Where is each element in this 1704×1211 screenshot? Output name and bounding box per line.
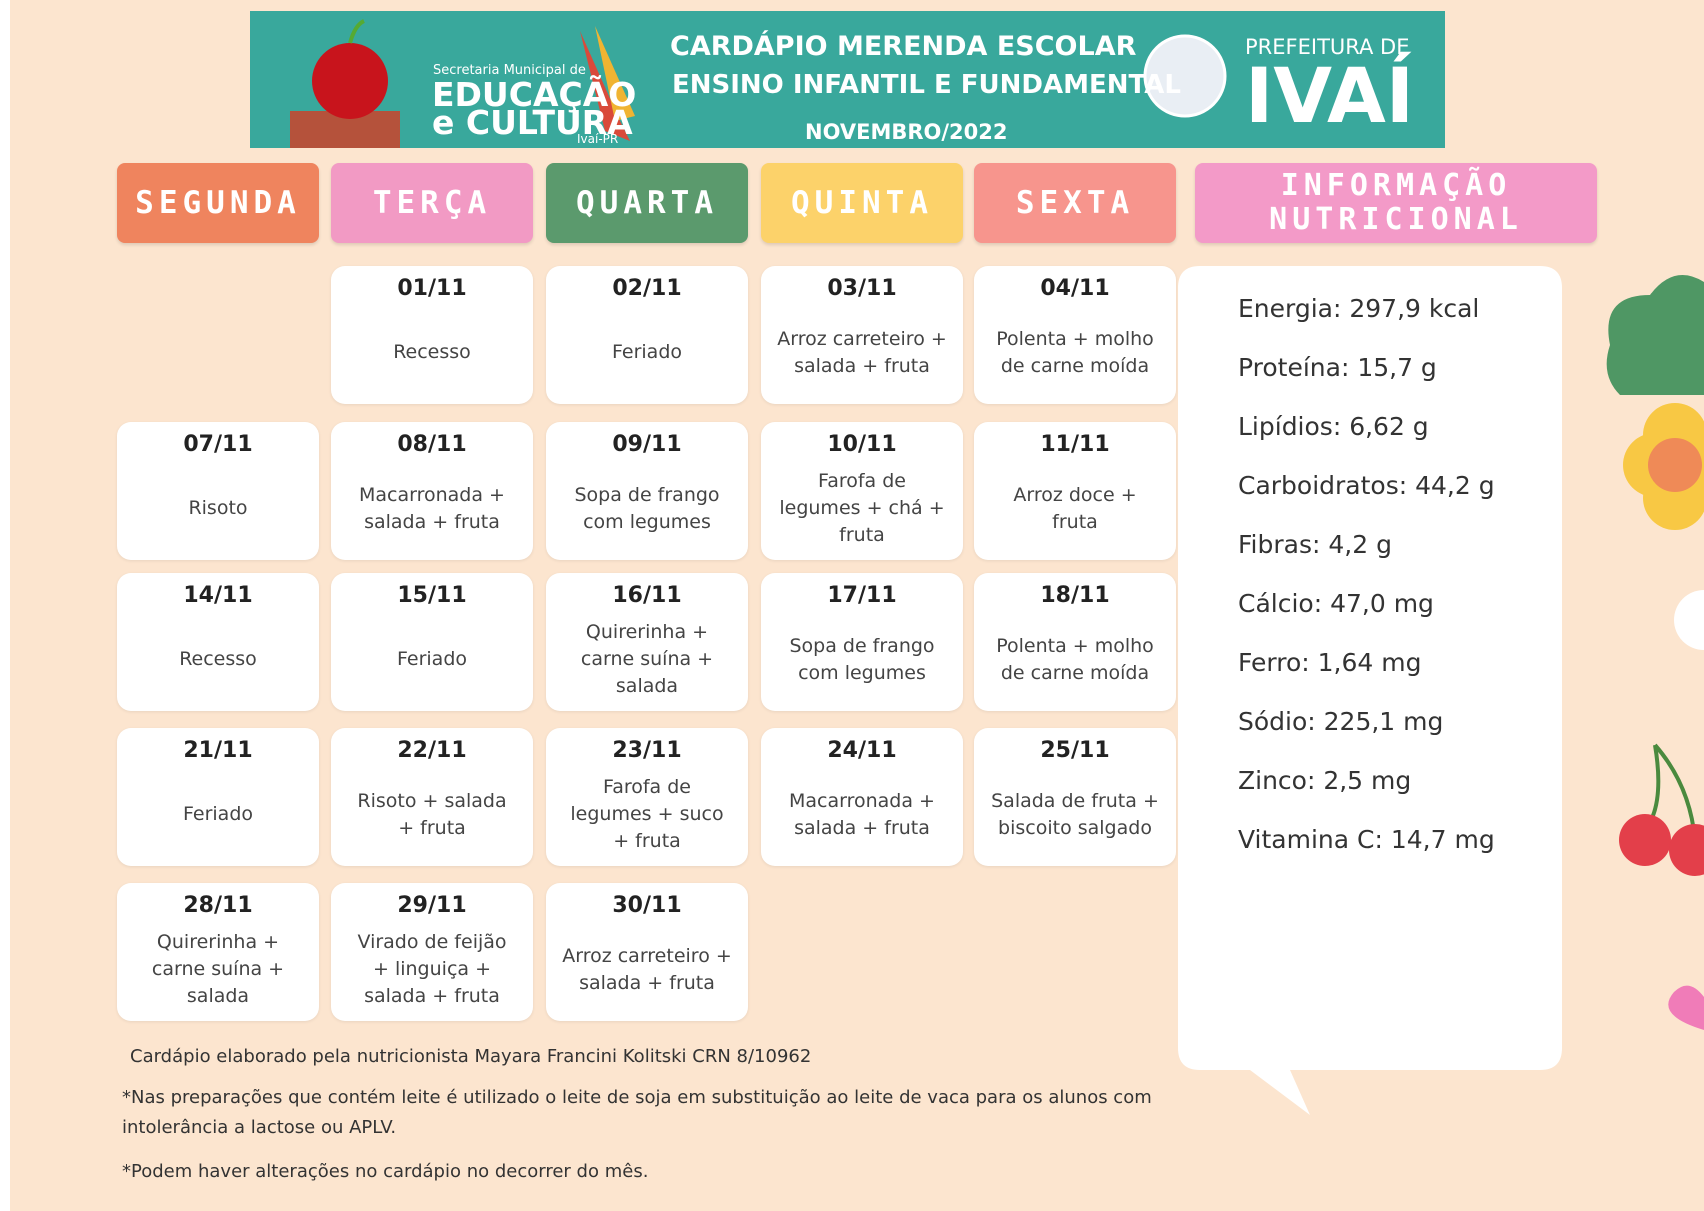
cell-menu: Risoto + salada + fruta xyxy=(357,789,507,839)
day-cell: 08/11 Macarronada + salada + fruta xyxy=(331,422,533,560)
cell-date: 30/11 xyxy=(612,893,682,918)
day-cell: 17/11 Sopa de frango com legumes xyxy=(761,573,963,711)
nutrition-item: Ferro: 1,64 mg xyxy=(1238,648,1422,677)
nutrition-item: Lipídios: 6,62 g xyxy=(1238,412,1429,441)
nutrition-item: Zinco: 2,5 mg xyxy=(1238,766,1412,795)
day-cell: 02/11 Feriado xyxy=(546,266,748,404)
cell-menu: Macarronada + salada + fruta xyxy=(789,789,935,839)
day-header: SEXTA xyxy=(974,163,1176,243)
cell-date: 22/11 xyxy=(397,738,467,763)
cell-date: 14/11 xyxy=(183,583,253,608)
day-cell: 24/11 Macarronada + salada + fruta xyxy=(761,728,963,866)
footer-note: Cardápio elaborado pela nutricionista Ma… xyxy=(130,1046,812,1067)
cell-menu: Macarronada + salada + fruta xyxy=(359,483,505,533)
day-cell: 14/11 Recesso xyxy=(117,573,319,711)
cell-date: 24/11 xyxy=(827,738,897,763)
cell-menu: Arroz doce + fruta xyxy=(1013,483,1137,533)
banner-cultura: e CULTURA xyxy=(432,103,633,142)
day-cell: 22/11 Risoto + salada + fruta xyxy=(331,728,533,866)
day-header: QUARTA xyxy=(546,163,748,243)
cell-date: 28/11 xyxy=(183,893,253,918)
footer-note: *Podem haver alterações no cardápio no d… xyxy=(122,1161,649,1182)
day-cell: 10/11 Farofa de legumes + chá + fruta xyxy=(761,422,963,560)
day-cell: 15/11 Feriado xyxy=(331,573,533,711)
day-cell: 18/11 Polenta + molho de carne moída xyxy=(974,573,1176,711)
day-header: QUINTA xyxy=(761,163,963,243)
banner-subtitle: ENSINO INFANTIL E FUNDAMENTAL xyxy=(672,70,1181,100)
cell-date: 29/11 xyxy=(397,893,467,918)
day-header: TERÇA xyxy=(331,163,533,243)
cell-date: 21/11 xyxy=(183,738,253,763)
banner: Secretaria Municipal de EDUCAÇÃO e CULTU… xyxy=(250,11,1445,148)
cell-date: 03/11 xyxy=(827,276,897,301)
cell-date: 15/11 xyxy=(397,583,467,608)
cell-menu: Sopa de frango com legumes xyxy=(789,634,935,684)
cell-menu: Feriado xyxy=(612,341,682,363)
cell-menu: Quirerinha + carne suína + salada xyxy=(580,621,714,697)
cell-date: 23/11 xyxy=(612,738,682,763)
cell-date: 02/11 xyxy=(612,276,682,301)
cell-date: 25/11 xyxy=(1040,738,1110,763)
cell-menu: Arroz carreteiro + salada + fruta xyxy=(562,944,732,994)
day-cell: 30/11 Arroz carreteiro + salada + fruta xyxy=(546,883,748,1021)
nutrition-item: Proteína: 15,7 g xyxy=(1238,353,1437,382)
day-cell: 11/11 Arroz doce + fruta xyxy=(974,422,1176,560)
banner-ivai: IVAÍ xyxy=(1245,51,1415,140)
banner-title: CARDÁPIO MERENDA ESCOLAR xyxy=(670,31,1137,62)
nutrition-item: Carboidratos: 44,2 g xyxy=(1238,471,1495,500)
day-cell: 04/11 Polenta + molho de carne moída xyxy=(974,266,1176,404)
day-cell: 09/11 Sopa de frango com legumes xyxy=(546,422,748,560)
cell-date: 08/11 xyxy=(397,432,467,457)
nutrition-item: Cálcio: 47,0 mg xyxy=(1238,589,1434,618)
day-cell: 29/11 Virado de feijão + linguiça + salad… xyxy=(331,883,533,1021)
cell-menu: Salada de fruta + biscoito salgado xyxy=(991,789,1159,839)
page: Secretaria Municipal de EDUCAÇÃO e CULTU… xyxy=(10,0,1704,1211)
banner-cidade: Ivaí-PR xyxy=(577,132,619,146)
nutrition-item: Fibras: 4,2 g xyxy=(1238,530,1392,559)
banner-educacao: EDUCAÇÃO xyxy=(432,75,637,114)
cell-date: 11/11 xyxy=(1040,432,1110,457)
cell-menu: Polenta + molho de carne moída xyxy=(996,327,1154,377)
cell-date: 01/11 xyxy=(397,276,467,301)
cell-menu: Farofa de legumes + suco + fruta xyxy=(570,776,724,852)
cell-menu: Risoto xyxy=(188,497,248,519)
cell-menu: Feriado xyxy=(397,648,467,670)
nutrition-item: Energia: 297,9 kcal xyxy=(1238,294,1480,323)
footer-note: *Nas preparações que contém leite é util… xyxy=(122,1087,1152,1138)
day-cell: 07/11 Risoto xyxy=(117,422,319,560)
nutrition-item: Sódio: 225,1 mg xyxy=(1238,707,1444,736)
cell-date: 09/11 xyxy=(612,432,682,457)
day-cell: 25/11 Salada de fruta + biscoito salgado xyxy=(974,728,1176,866)
day-cell: 21/11 Feriado xyxy=(117,728,319,866)
cell-date: 04/11 xyxy=(1040,276,1110,301)
day-cell: 28/11 Quirerinha + carne suína + salada xyxy=(117,883,319,1021)
cell-menu: Quirerinha + carne suína + salada xyxy=(151,931,285,1007)
cell-date: 18/11 xyxy=(1040,583,1110,608)
day-header: SEGUNDA xyxy=(117,163,319,243)
cell-menu: Feriado xyxy=(183,803,253,825)
banner-month: NOVEMBRO/2022 xyxy=(805,120,1008,144)
cell-menu: Recesso xyxy=(393,341,471,363)
banner-secretaria: Secretaria Municipal de xyxy=(433,63,586,78)
day-cell: 23/11 Farofa de legumes + suco + fruta xyxy=(546,728,748,866)
cell-date: 16/11 xyxy=(612,583,682,608)
cell-menu: Arroz carreteiro + salada + fruta xyxy=(777,327,947,377)
decorations xyxy=(1178,266,1704,1115)
cell-menu: Polenta + molho de carne moída xyxy=(996,634,1154,684)
cell-menu: Recesso xyxy=(179,648,257,670)
info-header: INFORMAÇÃO NUTRICIONAL xyxy=(1195,163,1597,243)
cell-date: 17/11 xyxy=(827,583,897,608)
day-cell: 16/11 Quirerinha + carne suína + salada xyxy=(546,573,748,711)
cell-menu: Farofa de legumes + chá + fruta xyxy=(779,470,945,546)
day-cell: 01/11 Recesso xyxy=(331,266,533,404)
banner-art xyxy=(290,19,1227,148)
day-cell: 03/11 Arroz carreteiro + salada + fruta xyxy=(761,266,963,404)
banner-prefeitura: PREFEITURA DE xyxy=(1245,35,1410,59)
nutrition-item: Vitamina C: 14,7 mg xyxy=(1238,825,1495,854)
cell-date: 07/11 xyxy=(183,432,253,457)
cell-menu: Virado de feijão + linguiça + salada + f… xyxy=(357,931,507,1007)
cell-date: 10/11 xyxy=(827,432,897,457)
cell-menu: Sopa de frango com legumes xyxy=(574,483,720,533)
